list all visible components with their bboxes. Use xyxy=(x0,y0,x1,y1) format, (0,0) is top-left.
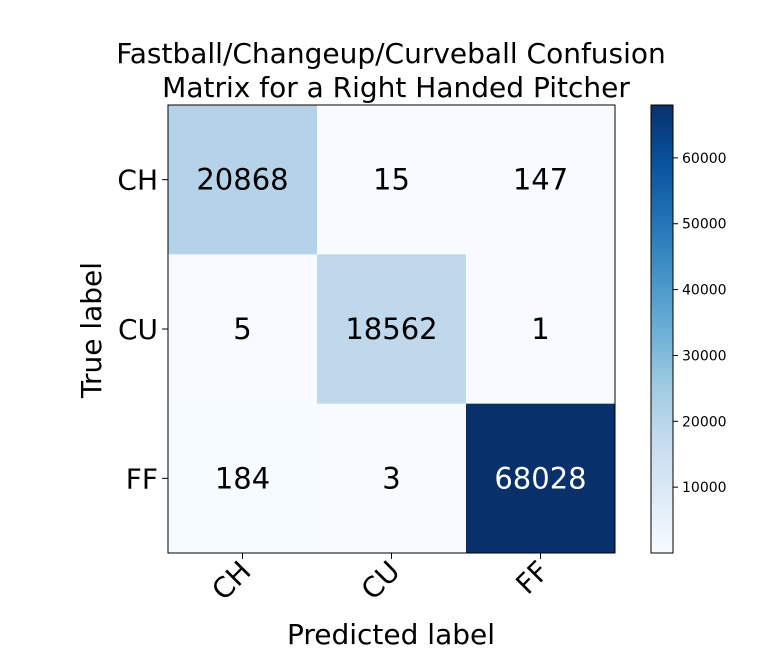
heatmap-cell xyxy=(317,254,467,405)
chart-title: Fastball/Changeup/Curveball Confusion Ma… xyxy=(116,37,666,104)
cell-value-label: 147 xyxy=(513,163,568,197)
x-tick-label: CU xyxy=(355,555,407,607)
y-tick-label: CH xyxy=(117,164,158,197)
cell-value-label: 15 xyxy=(373,163,410,197)
colorbar-tick-label: 10000 xyxy=(682,480,727,496)
x-axis-ticks: CH CU FF xyxy=(205,553,555,607)
colorbar-gradient xyxy=(650,104,674,554)
colorbar-tick-label: 20000 xyxy=(682,414,727,430)
heatmap-cell xyxy=(317,105,467,255)
heatmap-cell-labels: 20868 15 147 5 18562 1 184 3 68028 xyxy=(196,163,586,496)
y-tick-label: CU xyxy=(118,313,158,346)
colorbar-tick-label: 40000 xyxy=(682,283,727,299)
colorbar-tick-label: 30000 xyxy=(682,348,727,364)
chart-title-line-1: Fastball/Changeup/Curveball Confusion xyxy=(116,37,666,70)
colorbar: 10000 20000 30000 40000 50000 60000 xyxy=(650,104,727,554)
x-tick-label: CH xyxy=(205,555,257,607)
cell-value-label: 3 xyxy=(382,461,400,495)
heatmap-cell xyxy=(466,254,616,405)
cell-value-label: 5 xyxy=(233,312,251,346)
chart-title-line-2: Matrix for a Right Handed Pitcher xyxy=(162,71,630,104)
heatmap-cell xyxy=(168,105,318,255)
heatmap-cell xyxy=(317,403,467,554)
cell-value-label: 18562 xyxy=(345,312,437,346)
y-axis-label: True label xyxy=(75,262,108,399)
cell-value-label: 184 xyxy=(215,461,270,495)
x-axis-label: Predicted label xyxy=(287,618,495,651)
heatmap-cell xyxy=(168,254,318,405)
heatmap-cell xyxy=(466,403,616,554)
cell-value-label: 20868 xyxy=(196,163,288,197)
colorbar-ticks: 10000 20000 30000 40000 50000 60000 xyxy=(673,151,727,496)
heatmap-cells xyxy=(168,105,616,554)
colorbar-tick-label: 50000 xyxy=(682,217,727,233)
heatmap-cell xyxy=(466,105,616,255)
cell-value-label: 1 xyxy=(531,312,549,346)
x-tick-label: FF xyxy=(509,555,555,601)
colorbar-tick-label: 60000 xyxy=(682,151,727,167)
cell-value-label: 68028 xyxy=(494,461,586,495)
heatmap-cell xyxy=(168,403,318,554)
y-tick-label: FF xyxy=(126,462,158,495)
y-axis-ticks: CH CU FF xyxy=(117,164,168,495)
